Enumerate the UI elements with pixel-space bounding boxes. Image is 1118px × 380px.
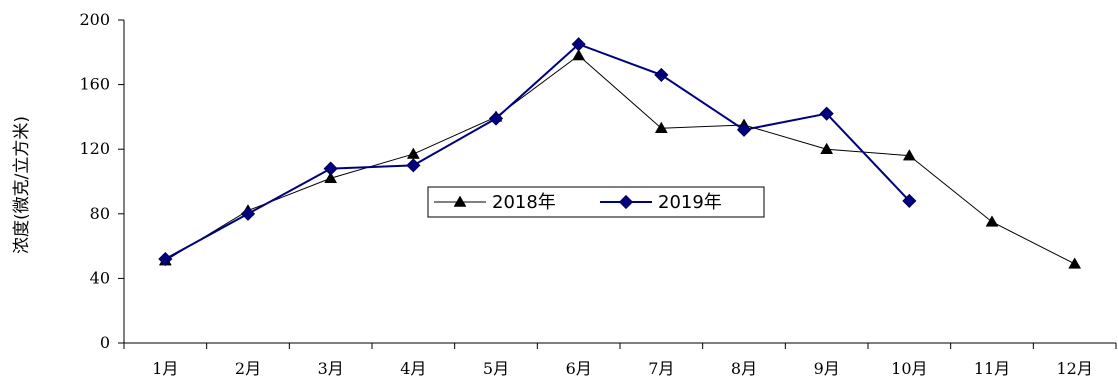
data-point-triangle	[324, 171, 338, 184]
data-point-diamond	[323, 161, 338, 176]
series-2	[158, 37, 917, 267]
y-axis-ticks: 0 40 80 120 160 200	[79, 10, 124, 352]
y-tick-label: 0	[100, 333, 110, 352]
x-tick-label: 4月	[400, 359, 426, 378]
data-point-triangle	[820, 142, 834, 154]
x-axis-ticks: 1月 2月 3月 4月 5月 6月 7月 8月 9月 10月 11月 12月	[123, 343, 1117, 378]
data-point-diamond	[406, 158, 421, 173]
x-tick-label: 8月	[731, 359, 757, 378]
legend-label: 2019年	[658, 192, 722, 213]
y-tick-label: 80	[90, 204, 110, 223]
data-point-triangle	[985, 215, 999, 227]
data-point-triangle	[1068, 257, 1082, 269]
data-point-diamond	[902, 193, 917, 208]
x-tick-label: 11月	[974, 359, 1010, 378]
y-tick-label: 200	[79, 10, 110, 29]
data-point-triangle	[572, 49, 586, 61]
y-tick-label: 120	[79, 139, 110, 158]
x-tick-label: 6月	[566, 359, 592, 378]
data-point-diamond	[618, 194, 634, 210]
series-line	[165, 54, 1075, 265]
axes	[123, 20, 1116, 344]
y-tick-label: 160	[79, 75, 110, 94]
x-tick-label: 10月	[891, 359, 927, 378]
x-tick-label: 9月	[814, 359, 840, 378]
data-point-diamond	[736, 122, 752, 137]
y-axis-label: 浓度(微克/立方米)	[12, 116, 32, 254]
series-line	[164, 43, 911, 260]
x-tick-label: 7月	[648, 359, 674, 378]
x-tick-label: 1月	[152, 359, 178, 378]
x-tick-label: 2月	[235, 359, 261, 378]
series-1	[158, 49, 1082, 269]
x-tick-label: 12月	[1056, 359, 1092, 378]
data-point-diamond	[158, 251, 173, 267]
data-point-diamond	[654, 67, 669, 82]
data-point-triangle	[406, 147, 420, 159]
data-point-triangle	[902, 149, 916, 161]
legend: 2018年 2019年	[427, 186, 765, 218]
data-point-diamond	[240, 206, 256, 221]
data-point-diamond	[819, 106, 834, 121]
data-point-diamond	[488, 111, 504, 126]
x-tick-label: 5月	[483, 359, 509, 378]
legend-label: 2018年	[492, 192, 556, 213]
data-point-diamond	[571, 37, 586, 52]
data-point-triangle	[654, 121, 668, 133]
x-tick-label: 3月	[318, 359, 344, 378]
series-layer	[158, 37, 1082, 269]
data-point-triangle	[453, 195, 467, 207]
y-tick-label: 40	[90, 268, 110, 287]
